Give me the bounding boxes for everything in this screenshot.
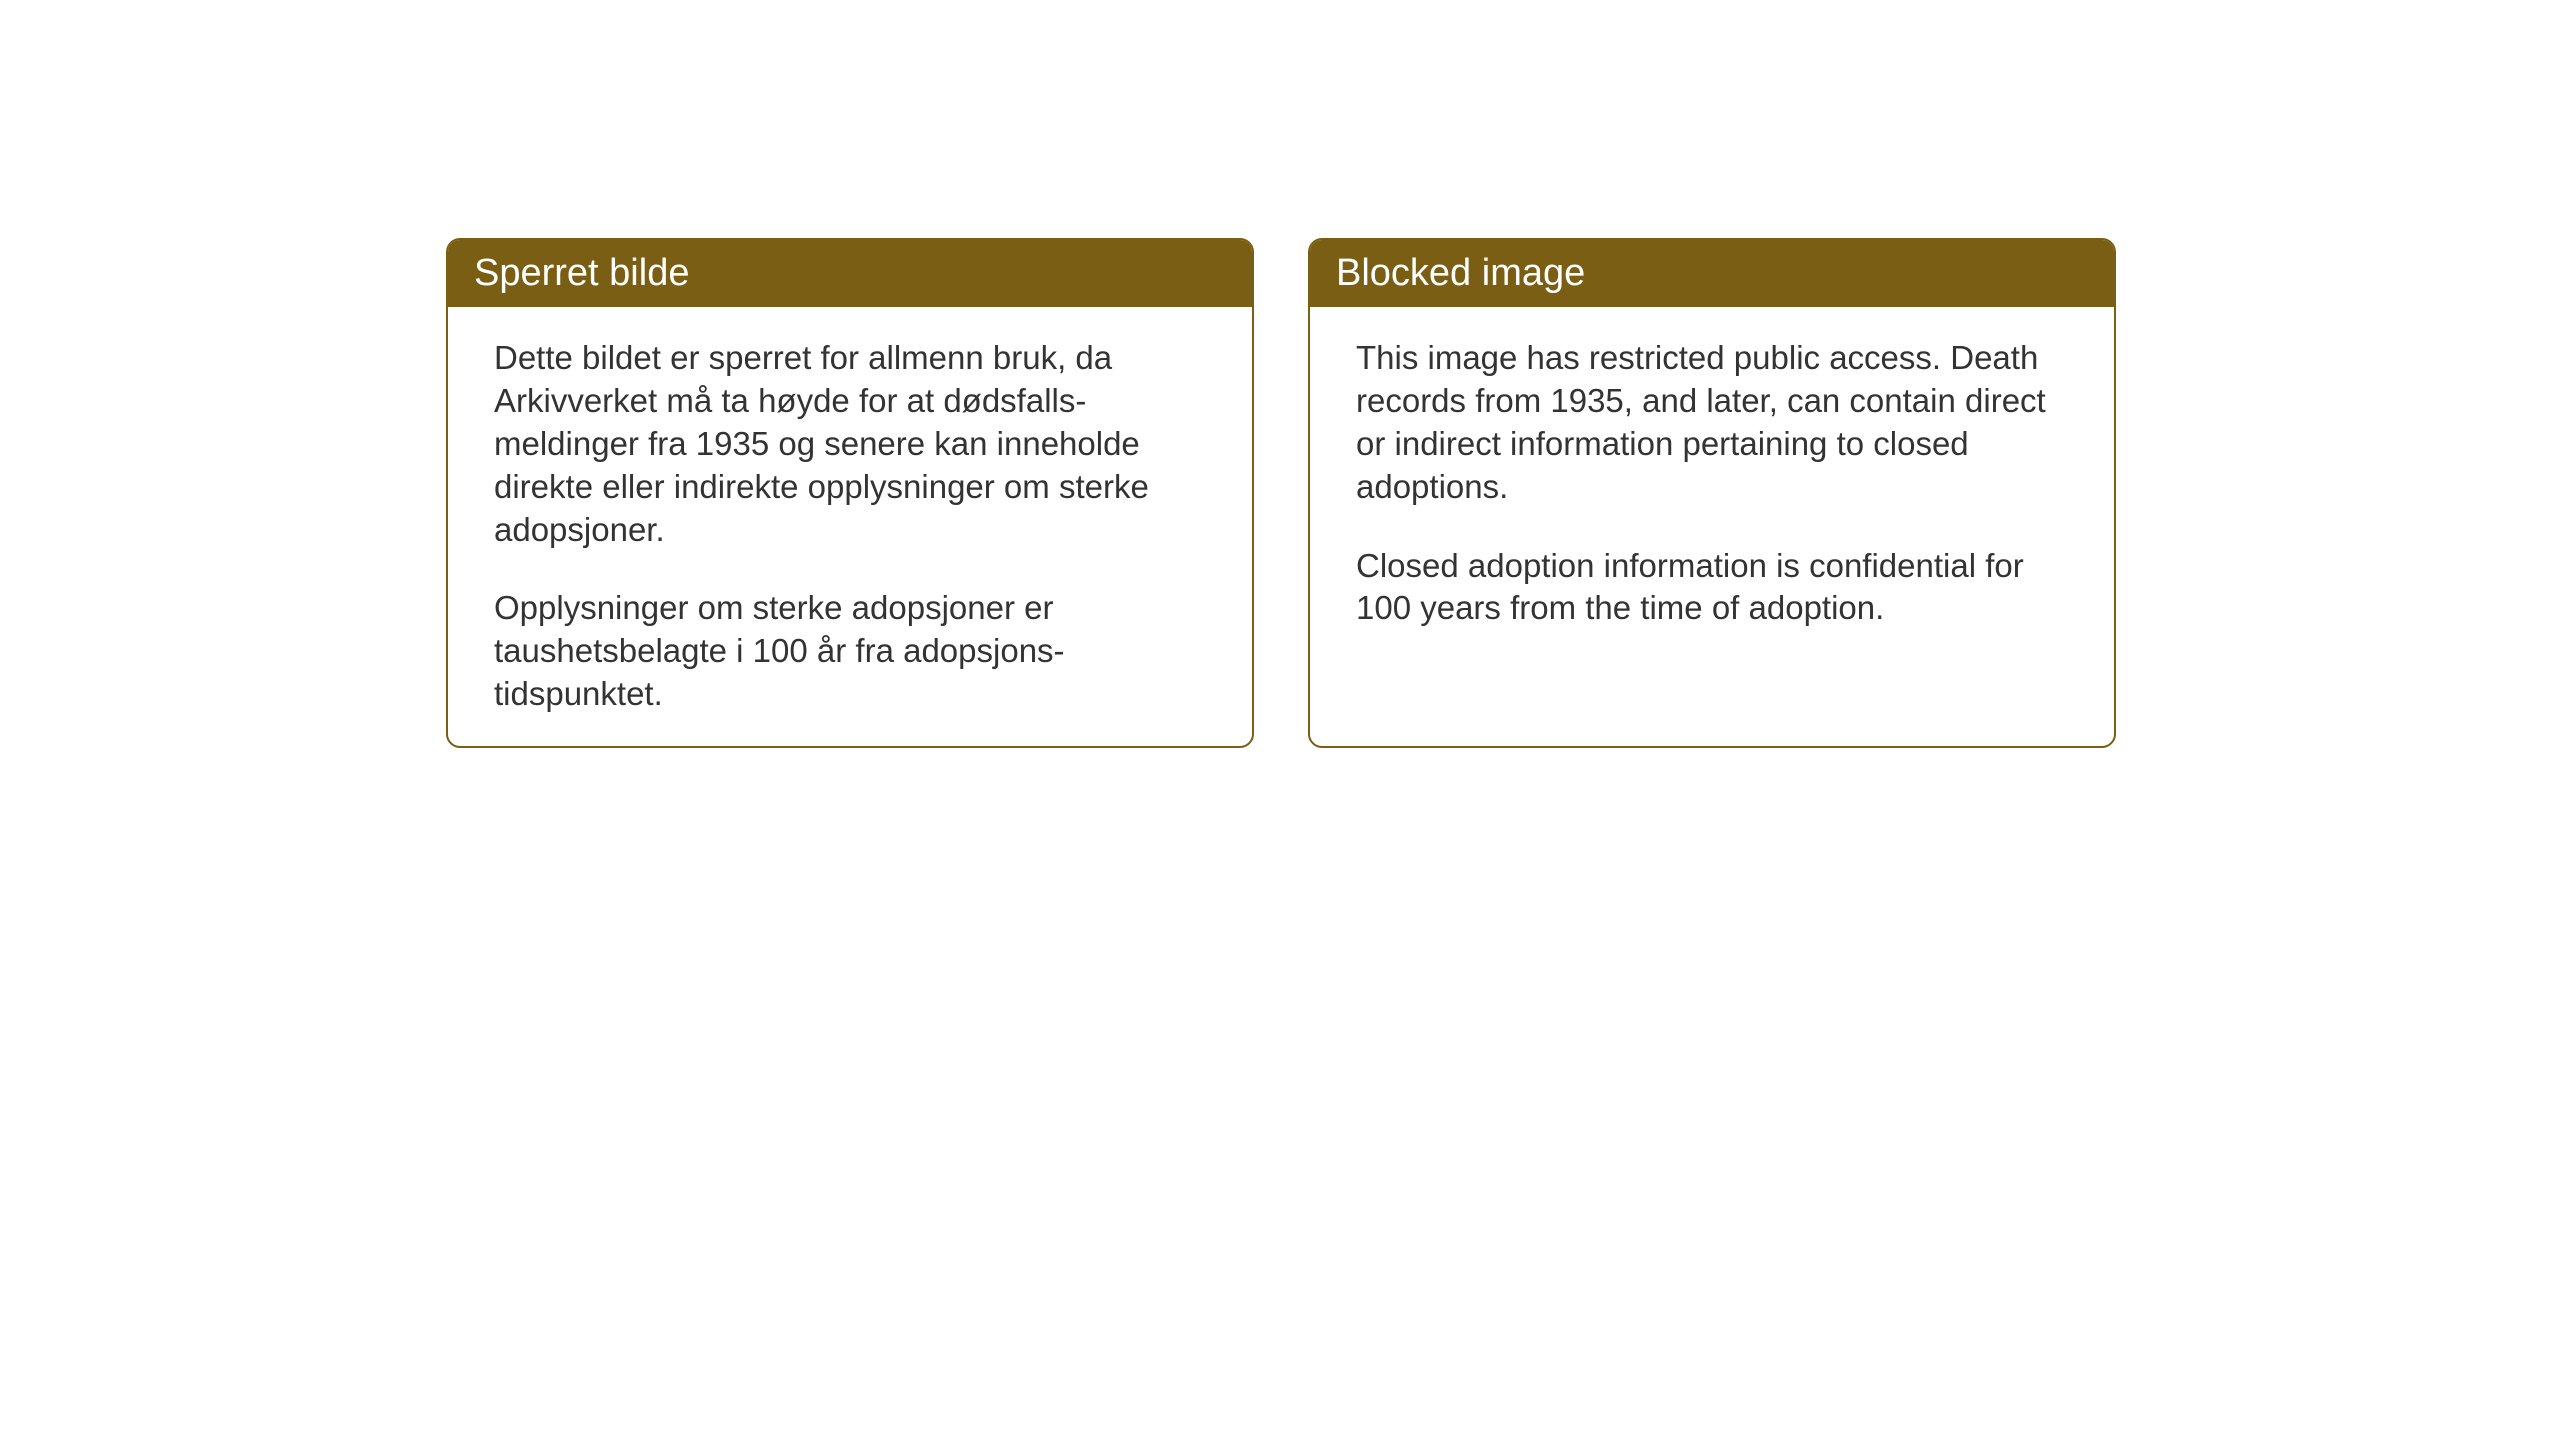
english-card-body: This image has restricted public access.… (1310, 307, 2114, 670)
norwegian-card: Sperret bilde Dette bildet er sperret fo… (446, 238, 1254, 748)
english-card: Blocked image This image has restricted … (1308, 238, 2116, 748)
english-paragraph-2: Closed adoption information is confident… (1356, 545, 2068, 631)
norwegian-card-title: Sperret bilde (448, 240, 1252, 307)
norwegian-paragraph-1: Dette bildet er sperret for allmenn bruk… (494, 337, 1206, 551)
norwegian-paragraph-2: Opplysninger om sterke adopsjoner er tau… (494, 587, 1206, 716)
english-card-title: Blocked image (1310, 240, 2114, 307)
english-paragraph-1: This image has restricted public access.… (1356, 337, 2068, 509)
cards-container: Sperret bilde Dette bildet er sperret fo… (446, 238, 2116, 748)
norwegian-card-body: Dette bildet er sperret for allmenn bruk… (448, 307, 1252, 748)
